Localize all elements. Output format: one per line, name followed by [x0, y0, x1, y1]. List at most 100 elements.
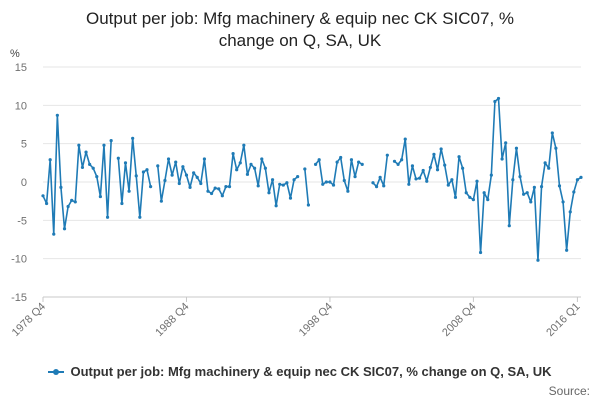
data-point[interactable] [321, 182, 325, 186]
data-point[interactable] [285, 181, 289, 185]
data-point[interactable] [159, 199, 163, 203]
data-point[interactable] [141, 170, 146, 174]
data-point[interactable] [163, 178, 167, 183]
data-point[interactable] [561, 200, 565, 204]
data-point[interactable] [518, 175, 522, 179]
data-point[interactable] [288, 196, 293, 200]
data-point[interactable] [181, 165, 185, 169]
data-point[interactable] [66, 204, 70, 209]
data-point[interactable] [227, 185, 232, 189]
data-point[interactable] [270, 178, 275, 182]
data-point[interactable] [529, 200, 533, 204]
data-point[interactable] [281, 183, 285, 187]
data-point[interactable] [392, 159, 397, 163]
data-point[interactable] [385, 153, 389, 157]
data-point[interactable] [453, 195, 458, 199]
data-point[interactable] [77, 143, 81, 147]
data-point[interactable] [242, 143, 246, 147]
data-point[interactable] [464, 191, 468, 195]
data-point[interactable] [73, 200, 77, 204]
data-point[interactable] [579, 175, 583, 179]
data-point[interactable] [177, 181, 181, 186]
data-point[interactable] [317, 158, 321, 162]
data-point[interactable] [331, 183, 336, 187]
data-point[interactable] [478, 250, 483, 255]
data-point[interactable] [565, 248, 569, 252]
data-point[interactable] [378, 175, 382, 179]
data-point[interactable] [342, 178, 346, 183]
data-point[interactable] [149, 185, 153, 189]
data-point[interactable] [443, 163, 447, 167]
data-point[interactable] [62, 227, 67, 231]
data-point[interactable] [91, 166, 95, 170]
data-point[interactable] [557, 184, 562, 188]
data-point[interactable] [102, 143, 106, 147]
data-point[interactable] [500, 157, 504, 161]
data-point[interactable] [274, 204, 278, 208]
data-point[interactable] [55, 113, 59, 117]
data-point[interactable] [245, 172, 250, 176]
data-point[interactable] [120, 201, 124, 206]
data-point[interactable] [418, 176, 422, 180]
data-point[interactable] [44, 201, 49, 206]
data-point[interactable] [296, 175, 300, 179]
data-point[interactable] [572, 190, 576, 194]
data-point[interactable] [131, 136, 135, 140]
data-point[interactable] [493, 99, 497, 104]
data-point[interactable] [349, 158, 354, 162]
data-point[interactable] [435, 168, 440, 172]
data-point[interactable] [414, 177, 418, 181]
data-point[interactable] [98, 194, 102, 199]
data-point[interactable] [192, 171, 196, 175]
data-point[interactable] [525, 191, 529, 195]
data-point[interactable] [421, 168, 425, 173]
data-point[interactable] [410, 164, 415, 168]
data-point[interactable] [253, 166, 257, 170]
data-point[interactable] [461, 166, 465, 170]
data-point[interactable] [425, 179, 429, 183]
data-point[interactable] [256, 184, 260, 188]
data-point[interactable] [400, 158, 404, 162]
data-point[interactable] [267, 191, 271, 195]
data-point[interactable] [235, 168, 239, 172]
data-point[interactable] [575, 178, 580, 182]
data-point[interactable] [249, 162, 253, 166]
data-point[interactable] [70, 198, 74, 202]
data-point[interactable] [396, 162, 400, 166]
data-point[interactable] [138, 215, 142, 219]
data-point[interactable] [306, 203, 311, 207]
data-point[interactable] [335, 160, 339, 164]
data-point[interactable] [339, 155, 343, 160]
data-point[interactable] [486, 198, 490, 202]
data-point[interactable] [550, 131, 554, 135]
data-point[interactable] [174, 160, 178, 164]
data-point[interactable] [231, 152, 235, 156]
data-point[interactable] [303, 167, 307, 171]
data-point[interactable] [292, 178, 296, 182]
data-point[interactable] [353, 175, 357, 179]
data-point[interactable] [496, 96, 501, 101]
data-point[interactable] [532, 185, 536, 189]
data-point[interactable] [536, 258, 540, 262]
data-point[interactable] [514, 146, 519, 150]
data-point[interactable] [507, 224, 511, 228]
data-point[interactable] [371, 181, 375, 185]
data-point[interactable] [188, 185, 192, 189]
data-point[interactable] [166, 157, 171, 161]
data-point[interactable] [407, 182, 411, 186]
data-point[interactable] [199, 181, 203, 186]
data-point[interactable] [184, 173, 189, 177]
data-point[interactable] [475, 179, 479, 183]
data-point[interactable] [263, 166, 267, 170]
data-point[interactable] [382, 184, 386, 188]
data-point[interactable] [482, 191, 486, 195]
data-point[interactable] [313, 162, 318, 166]
data-point[interactable] [209, 191, 214, 196]
data-point[interactable] [568, 210, 572, 214]
data-point[interactable] [357, 160, 361, 164]
data-point[interactable] [328, 180, 332, 184]
data-point[interactable] [547, 166, 551, 170]
data-point[interactable] [224, 185, 228, 189]
data-point[interactable] [554, 146, 558, 150]
data-point[interactable] [88, 162, 92, 166]
